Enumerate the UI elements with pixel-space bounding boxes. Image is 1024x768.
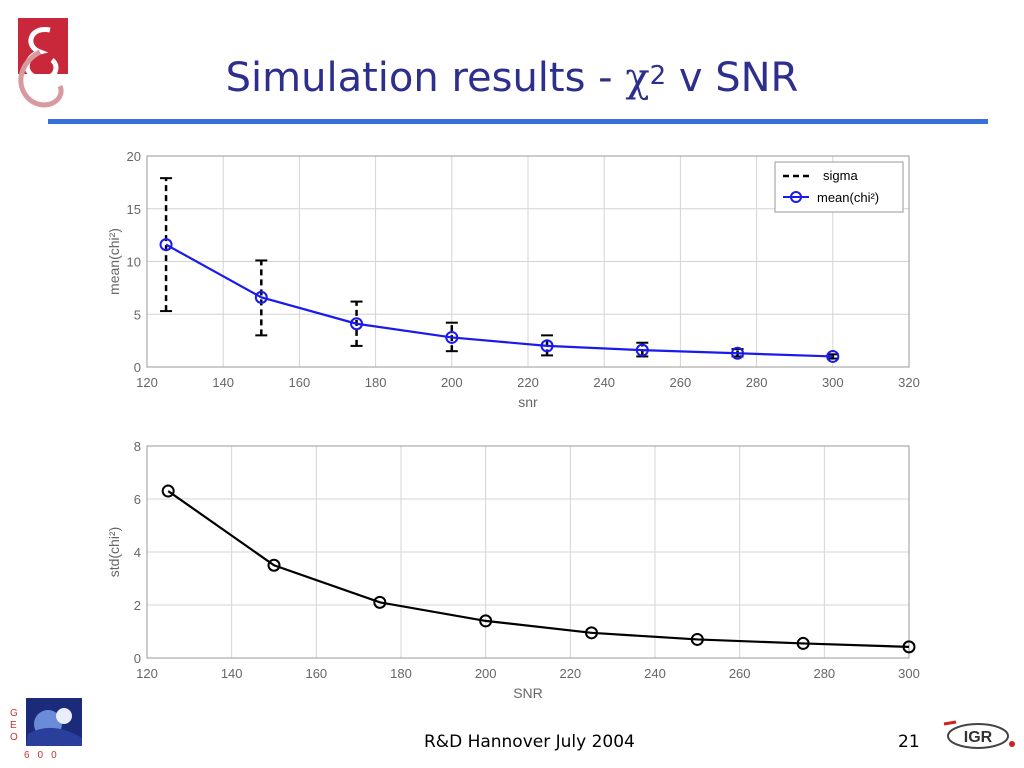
x-tick-label: 160 [305, 666, 327, 681]
std-chi2-point [373, 595, 387, 609]
x-tick-label: 140 [221, 666, 243, 681]
mean-chi2-point [731, 346, 745, 360]
mean-chi2-chart: 120 140 160 180 200 220 240 260 280 300 320 0 5 10 15 2… [106, 149, 920, 410]
mean-chi2-point [254, 290, 268, 304]
footer-text: R&D Hannover July 2004 [424, 732, 635, 752]
y-tick-label: 2 [134, 598, 141, 613]
x-tick-label: 200 [441, 375, 463, 390]
x-tick-label: 180 [390, 666, 412, 681]
geo-numbers: 600 [24, 750, 65, 761]
x-tick-label: 240 [644, 666, 666, 681]
std-chi2-chart: 120 140 160 180 200 220 240 260 280 300 0 2 4 6 8 SNR st… [106, 439, 920, 700]
std-chi2-line [167, 490, 910, 648]
x-tick-label: 120 [136, 375, 158, 390]
x-tick-label: 280 [813, 666, 835, 681]
legend-sigma-label: sigma [823, 168, 858, 183]
y-tick-label: 6 [134, 492, 141, 507]
x-tick-label: 240 [593, 375, 615, 390]
page-number: 21 [898, 732, 920, 752]
x-tick-label: 280 [746, 375, 768, 390]
igr-logo: IGR [943, 720, 1015, 749]
y-tick-label: 20 [127, 149, 141, 164]
plot-frame [146, 445, 910, 659]
x-axis-label: SNR [513, 685, 543, 700]
y-tick-label: 5 [134, 307, 141, 322]
std-chi2-point [161, 484, 175, 498]
geo-script-logo [18, 18, 68, 108]
mean-chi2-point [159, 238, 173, 252]
igr-logo-text: IGR [964, 729, 993, 746]
std-chi2-point [690, 632, 704, 646]
std-chi2-point [479, 614, 493, 628]
mean-chi2-point [540, 339, 554, 353]
y-tick-label: 10 [127, 255, 141, 270]
y-tick-label: 15 [127, 202, 141, 217]
geo600-logo [26, 698, 82, 746]
y-tick-label: 4 [134, 545, 141, 560]
std-chi2-point [585, 626, 598, 640]
legend-box [774, 161, 904, 213]
legend-mean-marker [790, 191, 802, 203]
plot-frame [146, 155, 910, 368]
mean-chi2-point [350, 317, 364, 331]
x-tick-label: 260 [670, 375, 692, 390]
x-tick-label: 260 [729, 666, 751, 681]
mean-chi2-line [165, 243, 833, 358]
title-rule [48, 119, 988, 124]
x-axis-label: snr [518, 394, 538, 410]
std-chi2-point [796, 636, 810, 650]
y-tick-label: 8 [134, 439, 141, 454]
x-tick-label: 300 [898, 666, 920, 681]
std-chi2-point [267, 558, 281, 572]
x-tick-label: 140 [212, 375, 234, 390]
x-tick-label: 120 [136, 666, 158, 681]
mean-chi2-point [635, 343, 649, 357]
mean-chi2-point [826, 349, 840, 363]
y-axis-label: mean(chi²) [106, 228, 122, 295]
std-chi2-point [902, 640, 916, 654]
mean-chi2-point [445, 330, 459, 344]
x-tick-label: 300 [822, 375, 844, 390]
x-tick-label: 320 [898, 375, 920, 390]
y-tick-label: 0 [134, 360, 141, 375]
legend-mean-label: mean(chi²) [817, 190, 879, 205]
x-tick-label: 160 [289, 375, 311, 390]
x-tick-label: 220 [559, 666, 581, 681]
x-tick-label: 180 [365, 375, 387, 390]
y-tick-label: 0 [134, 651, 141, 666]
y-axis-label: std(chi²) [106, 527, 122, 578]
slide-title: Simulation results - χ2 v SNR [225, 55, 799, 101]
geo-letters: G E O [10, 708, 18, 743]
x-tick-label: 220 [517, 375, 539, 390]
x-tick-label: 200 [475, 666, 497, 681]
